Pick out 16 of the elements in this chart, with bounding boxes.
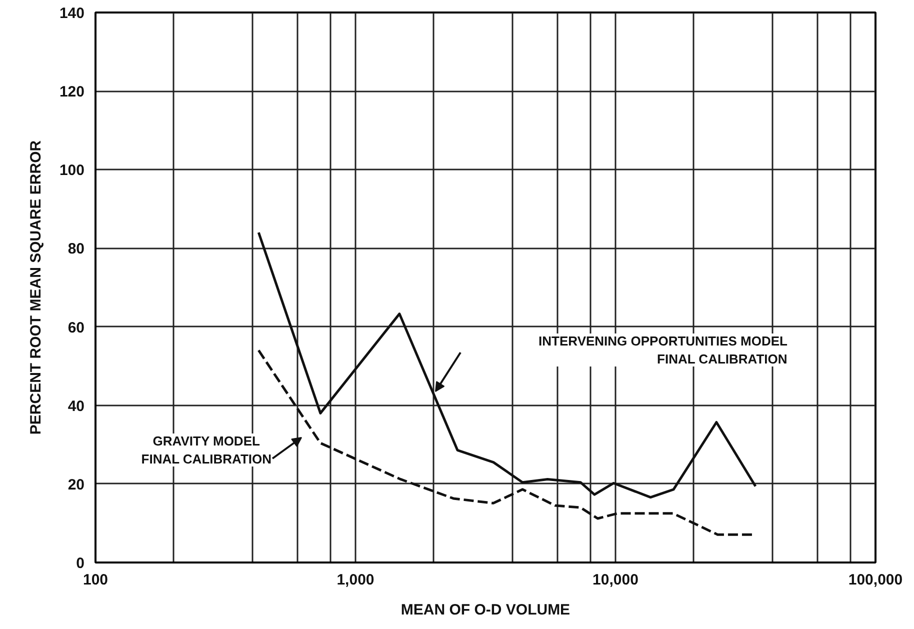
- y-tick-label: 60: [68, 319, 85, 336]
- x-axis-title: MEAN OF O-D VOLUME: [400, 602, 570, 618]
- y-tick-label: 40: [68, 398, 85, 415]
- x-tick-label: 100,000: [848, 572, 903, 588]
- y-tick-label: 120: [59, 84, 85, 101]
- y-tick-label: 100: [59, 162, 85, 180]
- y-tick-label: 20: [68, 476, 85, 494]
- annotation: GRAVITY MODEL FINAL CALIBRATION: [141, 434, 272, 466]
- y-tick-label: 0: [76, 555, 84, 572]
- x-tick-label: 100: [82, 572, 108, 588]
- x-tick-label: 10,000: [592, 572, 638, 588]
- y-axis-title: PERCENT ROOT MEAN SQUARE ERROR: [27, 140, 44, 435]
- y-tick-label: 140: [59, 5, 85, 22]
- x-tick-label: 1,000: [336, 572, 374, 588]
- annotation: INTERVENING OPPORTUNITIES MODEL FINAL CALIBRATION: [538, 334, 788, 366]
- y-tick-label: 80: [68, 240, 85, 258]
